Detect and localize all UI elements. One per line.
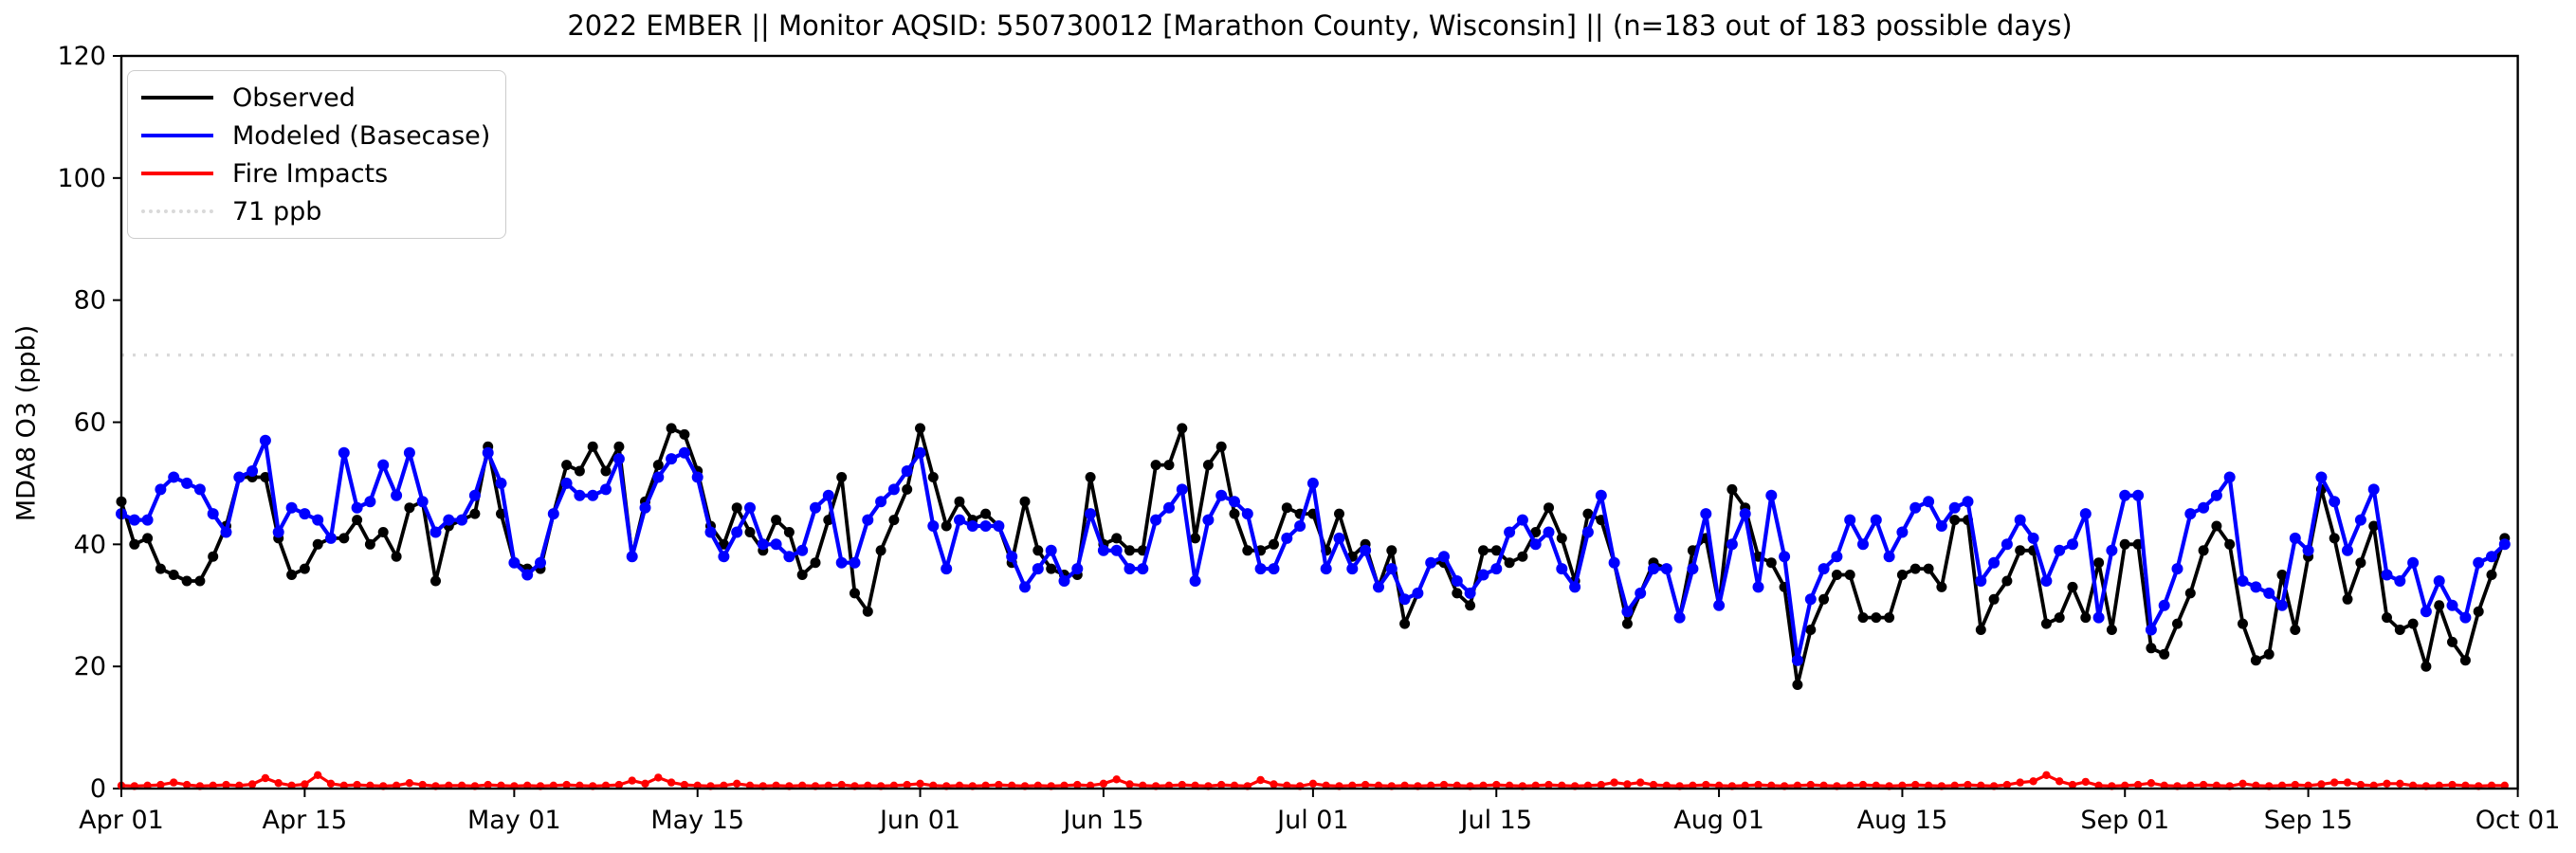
observed-line-swatch — [141, 96, 213, 100]
x-tick-label: Apr 15 — [263, 806, 348, 835]
y-tick-label: 0 — [90, 774, 106, 804]
y-tick-label: 40 — [74, 530, 106, 559]
y-tick-label: 120 — [57, 42, 106, 71]
legend-label: Modeled (Basecase) — [232, 120, 491, 151]
chart-title: 2022 EMBER || Monitor AQSID: 550730012 [… — [567, 9, 2073, 42]
legend-item-fire: Fire Impacts — [141, 154, 505, 192]
legend-label: Observed — [232, 82, 356, 113]
y-tick-label: 100 — [57, 164, 106, 193]
legend-item-modeled: Modeled (Basecase) — [141, 117, 505, 154]
y-axis-label: MDA8 O3 (ppb) — [11, 324, 42, 522]
y-tick-label: 20 — [74, 652, 106, 681]
x-tick-label: Jul 15 — [1459, 806, 1533, 835]
legend-label: Fire Impacts — [232, 158, 389, 189]
legend-item-threshold: 71 ppb — [141, 192, 505, 230]
x-tick-label: Jun 01 — [878, 806, 960, 835]
y-tick-label: 80 — [74, 286, 106, 316]
x-tick-label: Aug 01 — [1673, 806, 1764, 835]
threshold-line-swatch — [141, 209, 213, 213]
y-tick-label: 60 — [74, 408, 106, 438]
x-tick-label: Apr 01 — [79, 806, 164, 835]
legend-label: 71 ppb — [232, 196, 322, 227]
legend-box: Observed Modeled (Basecase) Fire Impacts… — [127, 70, 506, 239]
legend-item-observed: Observed — [141, 79, 505, 117]
modeled-line-swatch — [141, 134, 213, 137]
x-tick-label: May 01 — [467, 806, 561, 835]
x-tick-label: Jun 15 — [1061, 806, 1143, 835]
x-tick-label: Aug 15 — [1857, 806, 1948, 835]
x-tick-label: Jul 01 — [1275, 806, 1349, 835]
plot-frame — [119, 54, 2519, 790]
x-tick-label: Sep 15 — [2264, 806, 2353, 835]
fire-line-swatch — [141, 172, 213, 175]
x-tick-label: Sep 01 — [2080, 806, 2169, 835]
x-tick-label: Oct 01 — [2476, 806, 2561, 835]
x-tick-label: May 15 — [650, 806, 744, 835]
